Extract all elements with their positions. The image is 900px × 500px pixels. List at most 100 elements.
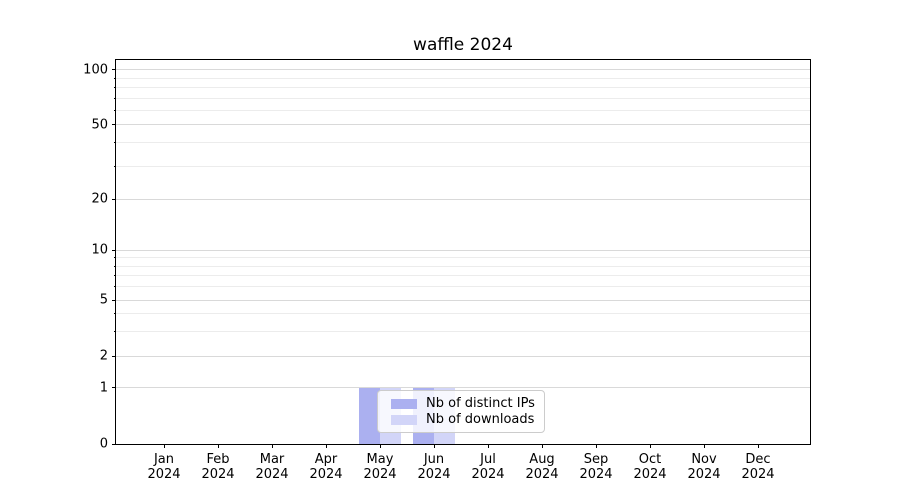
y-tick-label: 2 xyxy=(99,348,108,364)
x-tick-label: Sep 2024 xyxy=(579,452,612,482)
x-tick-mark xyxy=(704,444,705,448)
y-minor-tick-mark xyxy=(113,97,116,99)
y-minor-tick-mark xyxy=(113,77,116,79)
x-tick-month: Dec xyxy=(745,452,771,467)
y-gridline-major xyxy=(116,299,810,301)
x-tick-month: Sep xyxy=(583,452,609,467)
x-tick-year: 2024 xyxy=(633,467,667,482)
y-tick-mark xyxy=(112,124,116,126)
x-tick-mark xyxy=(326,444,327,448)
y-minor-tick-mark xyxy=(113,257,116,259)
legend-entry: Nb of downloads xyxy=(391,412,536,427)
x-tick-mark xyxy=(380,444,381,448)
y-minor-tick-mark xyxy=(113,87,116,89)
y-gridline-minor xyxy=(116,87,810,89)
y-tick-label: 0 xyxy=(99,436,108,452)
x-tick-mark xyxy=(272,444,273,448)
y-gridline-minor xyxy=(116,313,810,315)
x-tick-month: Oct xyxy=(638,452,662,467)
x-tick-year: 2024 xyxy=(255,467,289,482)
y-tick-label: 10 xyxy=(91,242,108,258)
x-tick-mark xyxy=(542,444,543,448)
x-tick-label: Jun 2024 xyxy=(417,452,450,482)
y-tick-mark xyxy=(112,69,116,71)
x-tick-year: 2024 xyxy=(147,467,181,482)
x-tick-mark xyxy=(758,444,759,448)
x-tick-month: Feb xyxy=(206,452,230,467)
x-tick-month: Apr xyxy=(314,452,338,467)
y-tick-label: 20 xyxy=(91,191,108,207)
y-tick-label: 1 xyxy=(99,380,108,396)
y-gridline-major xyxy=(116,387,810,389)
x-tick-label: Jan 2024 xyxy=(147,452,180,482)
x-tick-mark xyxy=(650,444,651,448)
x-tick-mark xyxy=(218,444,219,448)
x-tick-year: 2024 xyxy=(687,467,721,482)
y-gridline-minor xyxy=(116,97,810,99)
x-tick-mark xyxy=(488,444,489,448)
x-tick-label: Mar 2024 xyxy=(255,452,288,482)
x-tick-year: 2024 xyxy=(741,467,775,482)
y-gridline-minor xyxy=(116,109,810,111)
x-tick-label: Dec 2024 xyxy=(741,452,774,482)
y-gridline-minor xyxy=(116,77,810,79)
x-tick-label: Feb 2024 xyxy=(201,452,234,482)
legend-label: Nb of distinct IPs xyxy=(426,395,535,411)
x-tick-month: Nov xyxy=(691,452,717,467)
bar-distinct-ips-may xyxy=(359,388,380,444)
y-minor-tick-mark xyxy=(113,142,116,144)
y-minor-tick-mark xyxy=(113,109,116,111)
y-gridline-major xyxy=(116,355,810,357)
x-tick-year: 2024 xyxy=(471,467,505,482)
y-minor-tick-mark xyxy=(113,313,116,315)
y-minor-tick-mark xyxy=(113,165,116,167)
legend: Nb of distinct IPs Nb of downloads xyxy=(377,390,545,433)
y-tick-mark xyxy=(112,198,116,200)
legend-entry: Nb of distinct IPs xyxy=(391,396,536,411)
y-tick-mark xyxy=(112,299,116,301)
y-minor-tick-mark xyxy=(113,275,116,277)
y-minor-tick-mark xyxy=(113,330,116,332)
x-tick-mark xyxy=(434,444,435,448)
x-tick-mark xyxy=(596,444,597,448)
y-gridline-major xyxy=(116,198,810,200)
x-tick-year: 2024 xyxy=(363,467,397,482)
x-tick-month: Jun xyxy=(423,452,445,467)
chart-title: waffle 2024 xyxy=(413,35,513,55)
y-gridline-minor xyxy=(116,165,810,167)
y-gridline-major xyxy=(116,249,810,251)
x-tick-month: Mar xyxy=(259,452,285,467)
x-tick-year: 2024 xyxy=(417,467,451,482)
y-tick-label: 50 xyxy=(91,117,108,133)
y-gridline-major xyxy=(116,69,810,71)
legend-swatch-icon xyxy=(391,414,417,425)
x-tick-label: Jul 2024 xyxy=(471,452,504,482)
y-gridline-minor xyxy=(116,142,810,144)
x-tick-month: Jul xyxy=(480,452,496,467)
x-tick-label: May 2024 xyxy=(363,452,396,482)
x-tick-label: Oct 2024 xyxy=(633,452,666,482)
y-tick-mark xyxy=(112,387,116,389)
y-tick-label: 5 xyxy=(99,292,108,308)
y-gridline-major xyxy=(116,124,810,126)
y-gridline-minor xyxy=(116,275,810,277)
x-tick-label: Aug 2024 xyxy=(525,452,558,482)
x-tick-label: Nov 2024 xyxy=(687,452,720,482)
y-minor-tick-mark xyxy=(113,286,116,288)
y-tick-mark xyxy=(112,443,116,445)
x-tick-year: 2024 xyxy=(201,467,235,482)
y-tick-label: 100 xyxy=(83,62,108,78)
x-tick-year: 2024 xyxy=(309,467,343,482)
legend-label: Nb of downloads xyxy=(426,411,535,427)
y-gridline-minor xyxy=(116,265,810,267)
x-tick-mark xyxy=(164,444,165,448)
y-gridline-minor xyxy=(116,257,810,259)
x-tick-month: Aug xyxy=(529,452,555,467)
legend-swatch-icon xyxy=(391,398,417,409)
y-minor-tick-mark xyxy=(113,265,116,267)
plot-area: Nb of distinct IPs Nb of downloads 100 50 2… xyxy=(83,59,811,482)
x-tick-label: Apr 2024 xyxy=(309,452,342,482)
x-tick-month: May xyxy=(366,452,394,467)
x-tick-year: 2024 xyxy=(579,467,613,482)
